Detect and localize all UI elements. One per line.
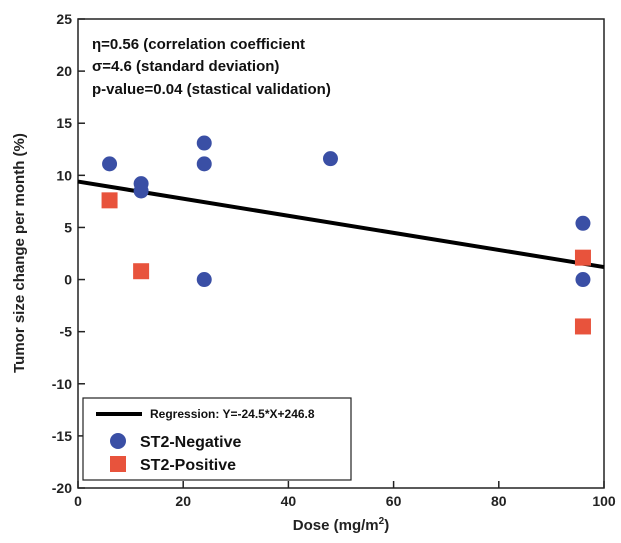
x-tick-label: 60 (386, 493, 402, 509)
st2-positive-point (574, 318, 591, 335)
x-tick-labels: 0 20 40 60 80 100 (74, 493, 616, 509)
st2-positive-point (574, 249, 591, 266)
x-axis-label-superscript: 2 (379, 516, 385, 527)
st2-negative-point (133, 183, 149, 199)
legend-negative-marker (110, 433, 126, 449)
legend-regression-label: Regression: Y=-24.5*X+246.8 (150, 407, 315, 421)
x-tick-label: 40 (281, 493, 297, 509)
st2-negative-point (575, 215, 591, 231)
y-tick-label: 25 (56, 11, 72, 27)
y-tick-label: 0 (64, 272, 72, 288)
st2-positive-point (133, 263, 150, 280)
data-points (101, 135, 591, 335)
y-tick-label: 10 (56, 167, 72, 183)
x-tick-label: 20 (175, 493, 191, 509)
annotation-p-value: p-value=0.04 (stastical validation) (92, 81, 331, 98)
regression-line (77, 179, 605, 270)
legend-positive-label: ST2-Positive (140, 457, 236, 474)
legend-box (82, 397, 352, 481)
y-tick-label: -10 (52, 376, 72, 392)
legend: Regression: Y=-24.5*X+246.8 ST2-Negative… (82, 397, 352, 481)
legend-negative-label: ST2-Negative (140, 434, 241, 451)
annotation-correlation: η=0.56 (correlation coefficient (92, 36, 305, 53)
y-tick-label: -15 (52, 428, 72, 444)
st2-positive-point (101, 192, 118, 209)
x-tick-label: 100 (592, 493, 616, 509)
x-tick-label: 80 (491, 493, 507, 509)
st2-negative-point (575, 272, 591, 288)
st2-negative-point (196, 156, 212, 172)
y-tick-label: 5 (64, 219, 72, 235)
legend-positive-marker (110, 456, 126, 472)
y-tick-label: 15 (56, 115, 72, 131)
st2-negative-point (196, 135, 212, 151)
y-tick-label: -20 (52, 480, 72, 496)
x-axis-label: Dose (mg/m2) (293, 516, 389, 534)
st2-negative-point (196, 272, 212, 288)
y-tick-label: 20 (56, 63, 72, 79)
plot-area-frame (77, 18, 605, 489)
annotation-std-dev: σ=4.6 (standard deviation) (92, 58, 279, 75)
y-axis-label: Tumor size change per month (%) (11, 133, 28, 373)
st2-negative-point (102, 156, 118, 172)
y-tick-labels: -20 -15 -10 -5 0 5 10 15 20 25 (52, 11, 72, 496)
x-tick-label: 0 (74, 493, 82, 509)
x-axis-label-end: ) (384, 517, 389, 534)
axis-ticks (77, 18, 605, 489)
y-tick-label: -5 (60, 324, 73, 340)
x-axis-label-main: Dose (mg/m (293, 517, 379, 534)
st2-negative-point (322, 151, 338, 167)
